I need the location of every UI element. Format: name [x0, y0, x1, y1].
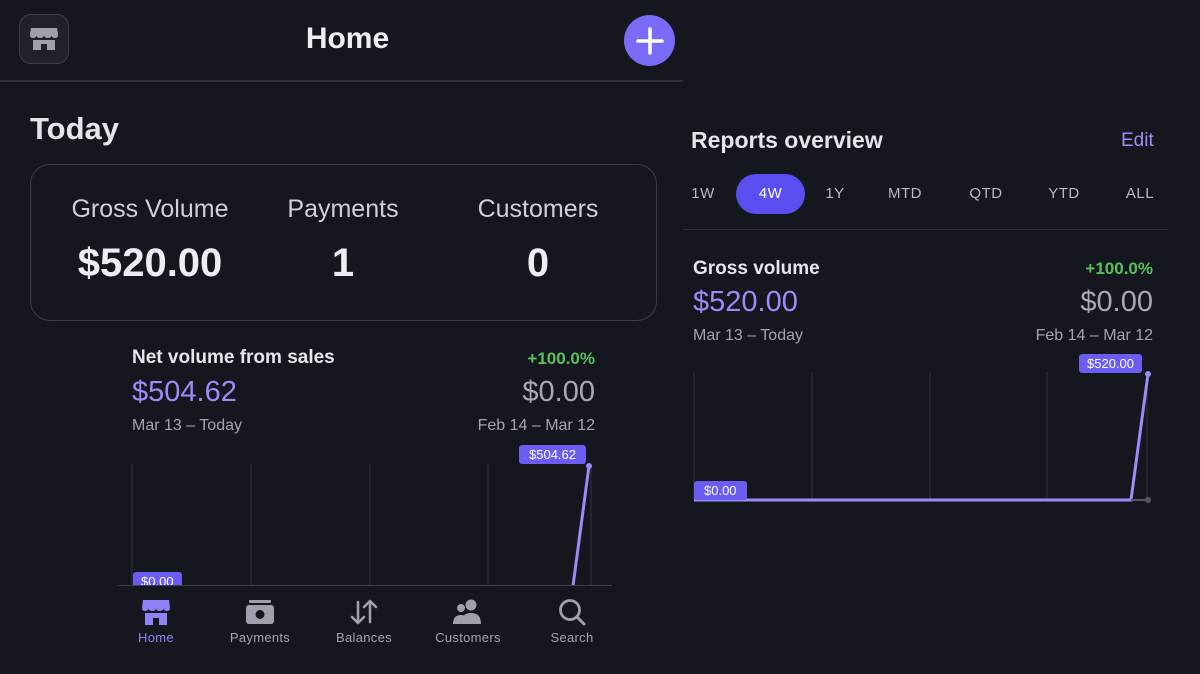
net-volume-change: +100.0%: [527, 349, 595, 368]
gross-volume-previous: $0.00: [1080, 286, 1153, 318]
range-tabs: 1W 4W 1Y MTD QTD YTD ALL: [686, 174, 1166, 214]
store-button[interactable]: [19, 14, 69, 64]
range-tab-all[interactable]: ALL: [1125, 185, 1155, 202]
nav-item-home[interactable]: Home: [104, 597, 208, 645]
range-tab-4w[interactable]: 4W: [736, 174, 805, 214]
nav-label: Balances: [336, 630, 392, 645]
gross-volume-current-range: Mar 13 – Today: [693, 327, 803, 344]
bottom-nav-divider: [118, 585, 612, 586]
nav-label: Customers: [435, 630, 501, 645]
gross-volume-value: $520.00: [693, 286, 798, 318]
edit-link[interactable]: Edit: [1121, 130, 1154, 151]
stat-gross-volume: Gross Volume $520.00: [40, 195, 260, 286]
nav-item-search[interactable]: Search: [520, 597, 624, 645]
stat-payments: Payments 1: [233, 195, 453, 286]
stat-label: Customers: [477, 195, 599, 223]
range-tab-qtd[interactable]: QTD: [969, 185, 1003, 202]
nav-label: Search: [550, 630, 594, 645]
net-volume-previous-range: Feb 14 – Mar 12: [477, 417, 595, 434]
storefront-icon: [30, 28, 58, 50]
net-volume-end-point: [586, 463, 592, 469]
storefront-icon: [142, 600, 170, 625]
nav-item-payments[interactable]: Payments: [208, 597, 312, 645]
net-volume-line: [571, 465, 591, 586]
range-tab-1y[interactable]: 1Y: [825, 185, 845, 202]
net-volume-value: $504.62: [132, 376, 237, 408]
nav-item-customers[interactable]: Customers: [416, 597, 520, 645]
stat-label: Payments: [287, 195, 399, 223]
stat-label: Gross Volume: [71, 195, 229, 223]
reports-divider: [683, 229, 1168, 230]
page-title: Home: [305, 22, 390, 55]
plus-icon: [635, 26, 664, 55]
people-icon: [453, 599, 481, 624]
gross-volume-baseline-point: [1145, 497, 1151, 503]
net-volume-chart: [131, 463, 592, 586]
bottom-nav: Home Payments Balances: [104, 585, 624, 674]
nav-item-balances[interactable]: Balances: [312, 597, 416, 645]
net-volume-previous: $0.00: [522, 376, 595, 408]
stat-value: 1: [331, 241, 355, 285]
range-tab-mtd[interactable]: MTD: [888, 185, 922, 202]
nav-label: Home: [138, 630, 174, 645]
today-stats-card[interactable]: Gross Volume $520.00 Payments 1 Customer…: [30, 164, 657, 321]
gross-volume-line: [694, 373, 1150, 502]
gross-volume-start-tag: $0.00: [694, 481, 747, 500]
cash-icon: [246, 600, 274, 624]
net-volume-end-tag: $504.62: [519, 445, 586, 464]
add-button[interactable]: [624, 15, 675, 66]
range-tab-1w[interactable]: 1W: [691, 185, 715, 202]
net-volume-card[interactable]: Net volume from sales +100.0% $504.62 $0…: [132, 347, 595, 434]
net-volume-title: Net volume from sales: [132, 347, 335, 368]
gross-volume-end-point: [1145, 371, 1151, 377]
search-icon: [559, 599, 586, 626]
range-tab-ytd[interactable]: YTD: [1048, 185, 1080, 202]
gross-volume-card[interactable]: Gross volume +100.0% $520.00 $0.00 Mar 1…: [693, 258, 1153, 344]
nav-label: Payments: [229, 630, 291, 645]
gross-volume-change: +100.0%: [1085, 259, 1153, 278]
today-heading: Today: [30, 111, 119, 146]
stat-value: 0: [526, 241, 550, 285]
gross-volume-title: Gross volume: [693, 258, 820, 279]
gross-volume-end-tag: $520.00: [1079, 354, 1142, 373]
gross-volume-chart: [693, 371, 1151, 503]
reports-title: Reports overview: [691, 127, 883, 153]
header-divider: [0, 80, 683, 82]
arrows-updown-icon: [350, 599, 378, 625]
stat-value: $520.00: [77, 241, 223, 285]
gross-volume-previous-range: Feb 14 – Mar 12: [1035, 327, 1153, 344]
stat-customers: Customers 0: [428, 195, 648, 286]
net-volume-current-range: Mar 13 – Today: [132, 417, 242, 434]
